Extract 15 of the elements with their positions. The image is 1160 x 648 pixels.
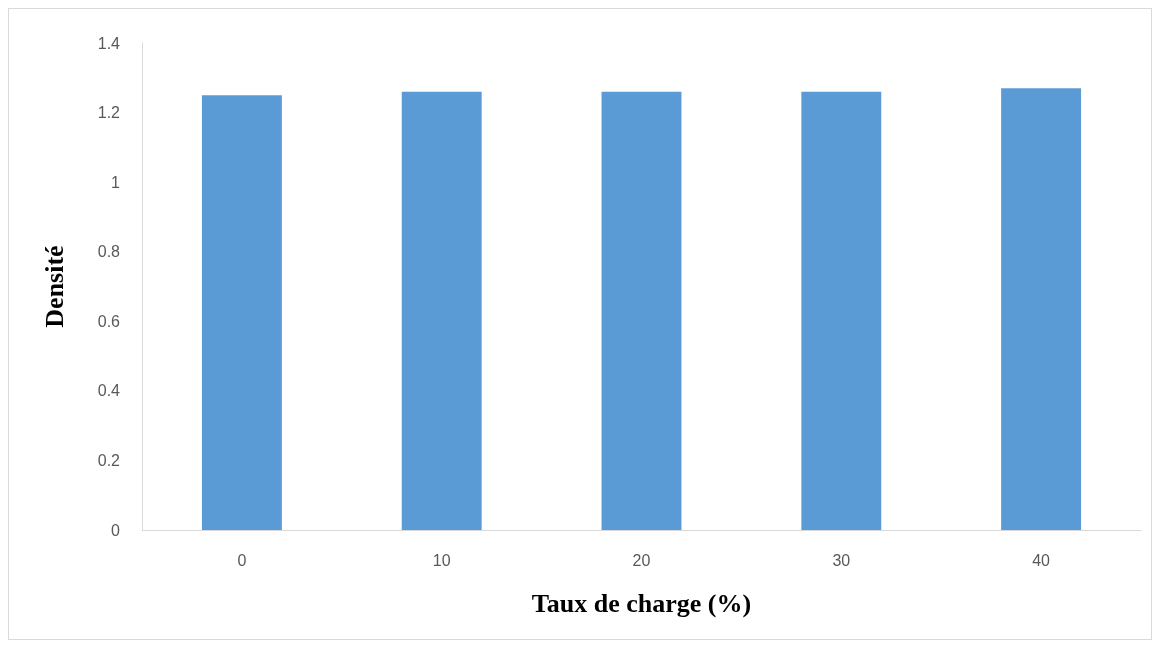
y-tick-label: 0.8 xyxy=(97,243,121,261)
x-tick-label: 40 xyxy=(1032,551,1051,569)
y-tick-label: 0.2 xyxy=(97,451,121,469)
x-tick-label: 20 xyxy=(632,551,651,569)
y-tick-label: 1.4 xyxy=(97,34,121,52)
x-tick-label: 10 xyxy=(432,551,451,569)
y-tick-label: 0.4 xyxy=(97,382,121,400)
y-axis-title: Densité xyxy=(39,245,69,328)
y-tick-label: 1.2 xyxy=(97,104,121,122)
y-tick-label: 1 xyxy=(111,173,121,191)
x-tick-label: 30 xyxy=(832,551,851,569)
y-tick-label: 0.6 xyxy=(97,312,121,330)
x-tick-label: 0 xyxy=(237,551,247,569)
y-tick-label: 0 xyxy=(111,521,121,539)
x-axis-title: Taux de charge (%) xyxy=(531,588,752,618)
